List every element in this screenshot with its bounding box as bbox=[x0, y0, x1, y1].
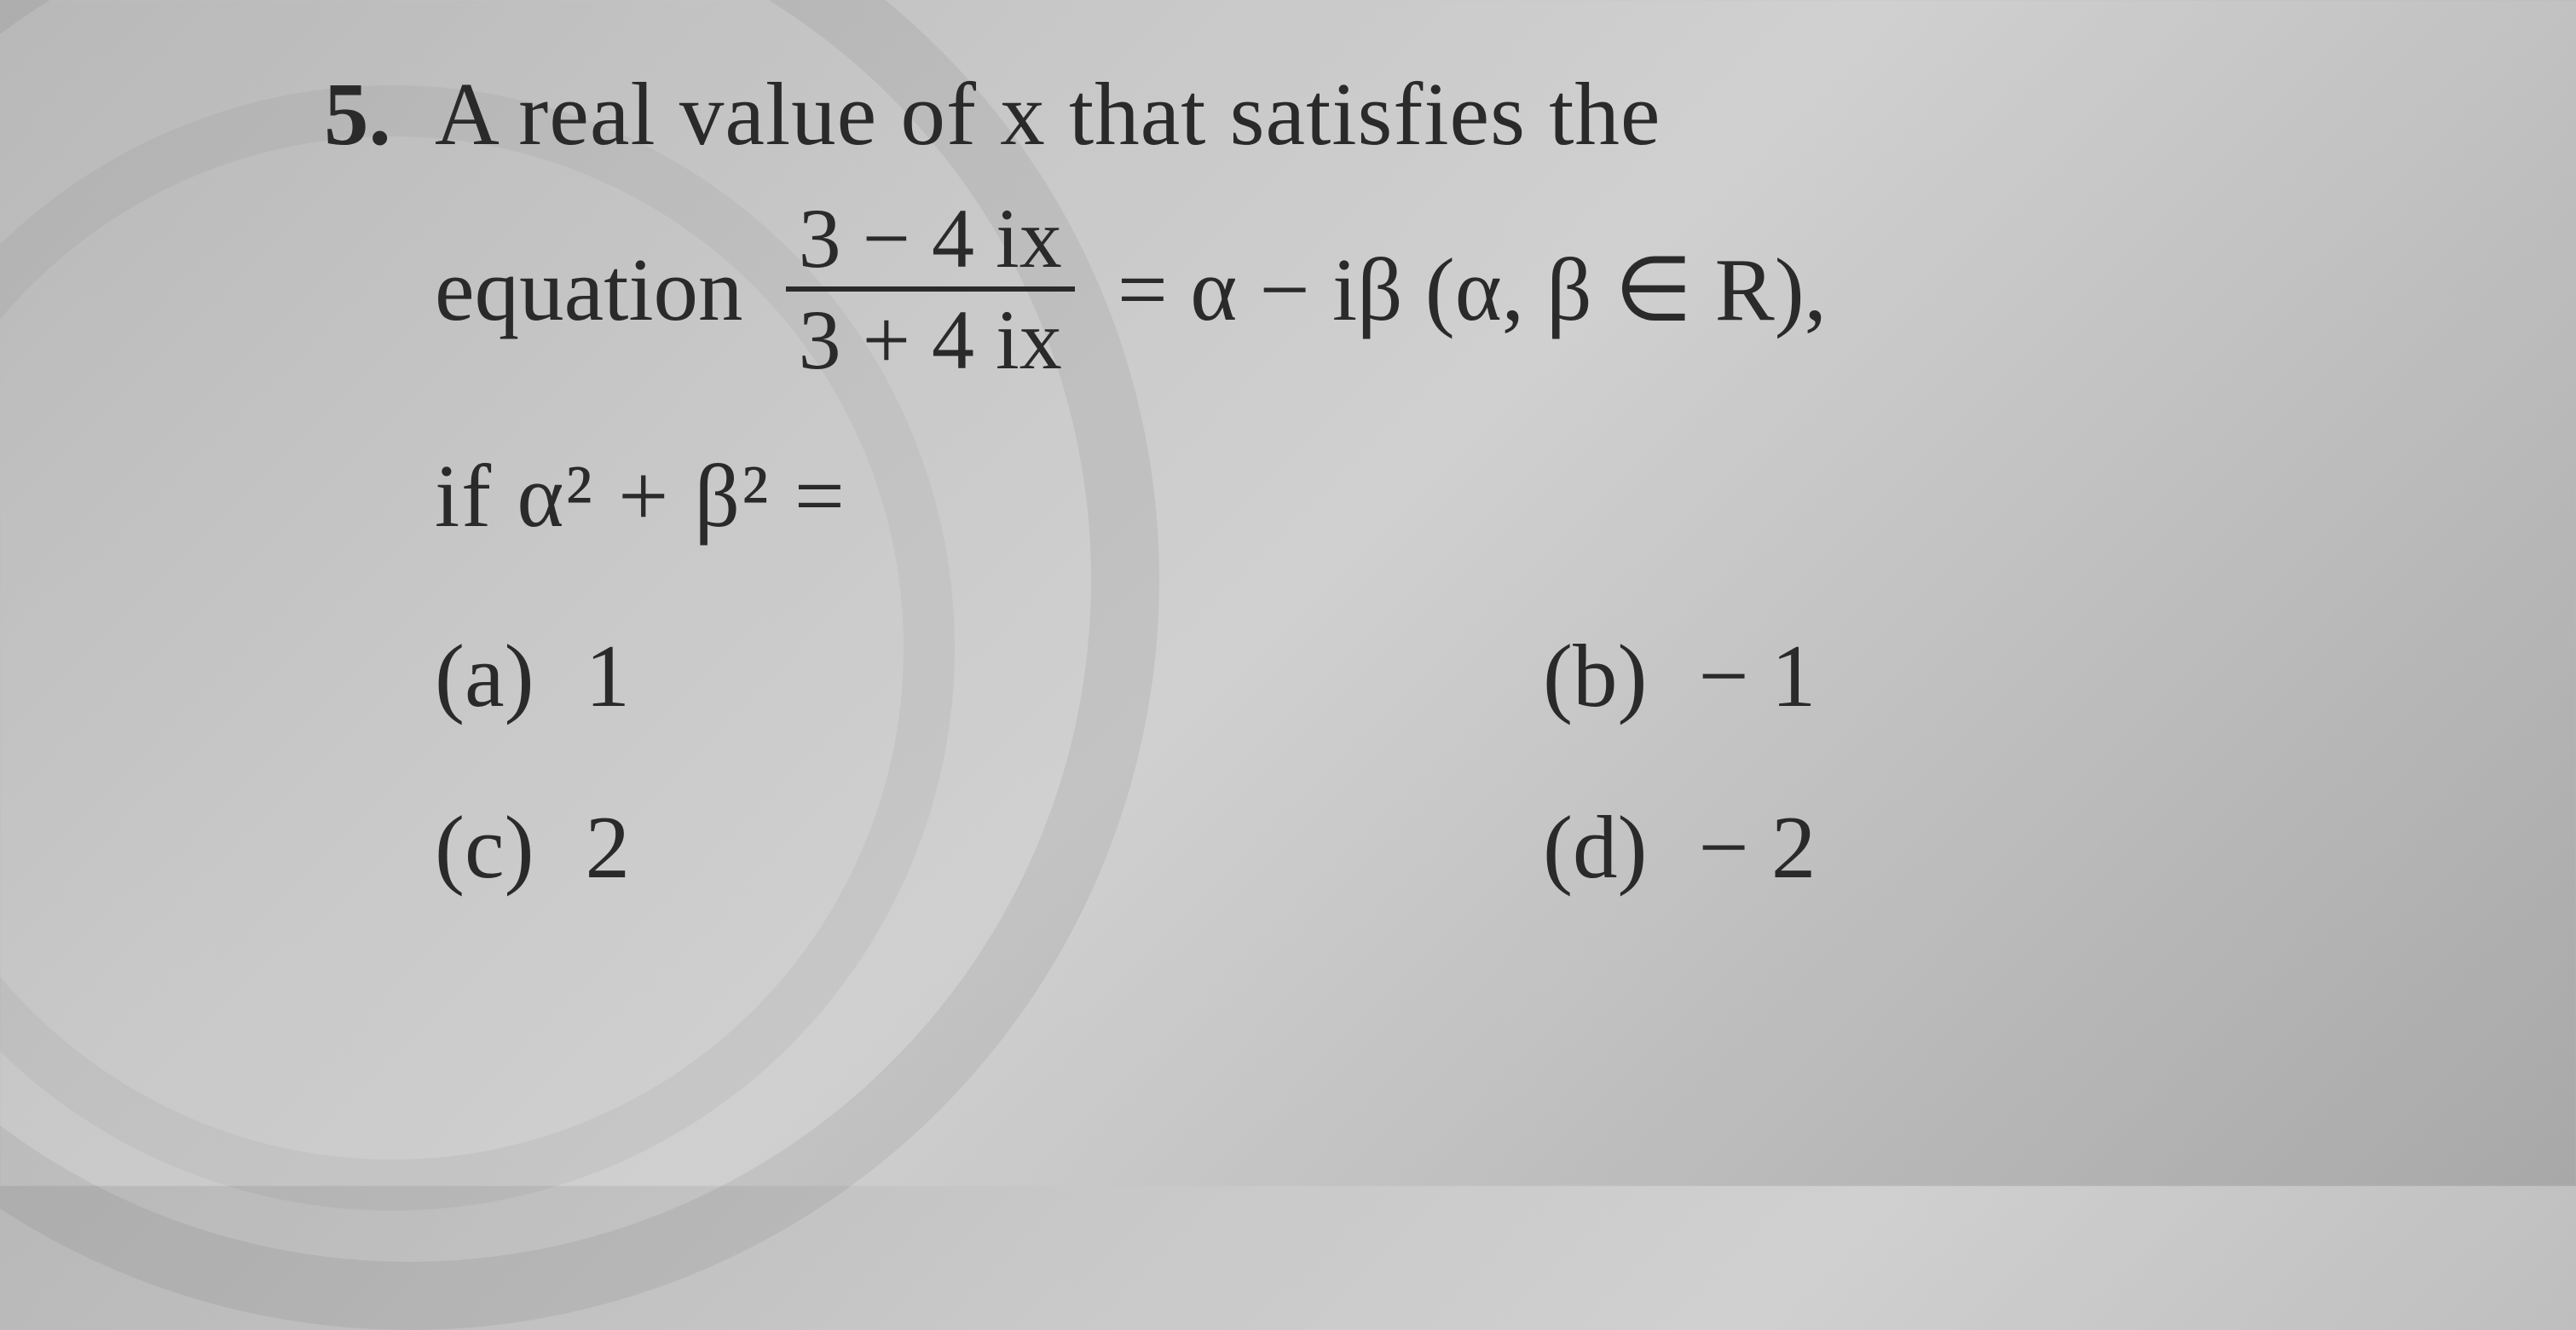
option-d: (d) − 2 bbox=[1543, 795, 2566, 899]
condition-expression: α² + β² = bbox=[517, 446, 846, 546]
question-block: 5. A real value of x that satisfies the … bbox=[324, 51, 2455, 899]
question-line-1: 5. A real value of x that satisfies the bbox=[324, 51, 2455, 176]
fraction-denominator: 3 + 4 ix bbox=[786, 295, 1075, 385]
equation-word: equation bbox=[435, 238, 743, 341]
equation-line: equation 3 − 4 ix 3 + 4 ix = α − iβ (α, … bbox=[435, 194, 2455, 385]
option-b-label: (b) bbox=[1543, 624, 1647, 727]
option-c-value: 2 bbox=[586, 795, 631, 899]
option-b-value: − 1 bbox=[1698, 624, 1816, 727]
fraction-numerator: 3 − 4 ix bbox=[786, 194, 1075, 283]
fraction-bar bbox=[786, 286, 1075, 292]
option-c: (c) 2 bbox=[435, 795, 1458, 899]
option-d-value: − 2 bbox=[1698, 795, 1816, 899]
option-a-label: (a) bbox=[435, 624, 534, 727]
condition-line: if α² + β² = bbox=[435, 444, 2455, 547]
question-number: 5. bbox=[324, 51, 435, 176]
options-grid: (a) 1 (b) − 1 (c) 2 (d) − 2 bbox=[435, 624, 2455, 899]
option-a: (a) 1 bbox=[435, 624, 1458, 727]
option-c-label: (c) bbox=[435, 795, 534, 899]
option-b: (b) − 1 bbox=[1543, 624, 2566, 727]
equation-tail: = α − iβ (α, β ∈ R), bbox=[1118, 237, 1827, 341]
condition-prefix: if bbox=[435, 446, 517, 546]
question-stem-line1: A real value of x that satisfies the bbox=[435, 51, 2455, 176]
option-d-label: (d) bbox=[1543, 795, 1647, 899]
option-a-value: 1 bbox=[586, 624, 631, 727]
fraction: 3 − 4 ix 3 + 4 ix bbox=[786, 194, 1075, 385]
